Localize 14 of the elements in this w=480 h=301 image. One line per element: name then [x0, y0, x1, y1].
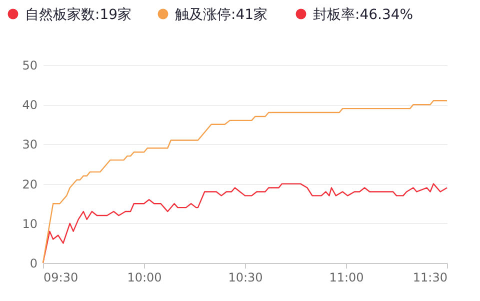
- legend-label: 自然板家数:19家: [25, 7, 132, 23]
- x-tick-label: 11:00: [329, 270, 364, 284]
- x-tick-label: 11:30: [412, 270, 448, 284]
- x-tick-label: 09:30: [44, 270, 78, 284]
- y-tick-label: 30: [22, 138, 38, 152]
- x-tick-label: 10:30: [228, 270, 263, 284]
- y-tick-label: 20: [22, 177, 38, 192]
- y-tick-label: 50: [22, 58, 38, 72]
- legend-label: 触及涨停:41家: [175, 7, 268, 23]
- y-tick-label: 10: [22, 216, 38, 231]
- y-tick-label: 0: [30, 256, 38, 270]
- text: 封板率:46.34%: [313, 7, 414, 23]
- x-tick-label: 10:00: [127, 270, 162, 284]
- y-tick-label: 40: [22, 98, 38, 112]
